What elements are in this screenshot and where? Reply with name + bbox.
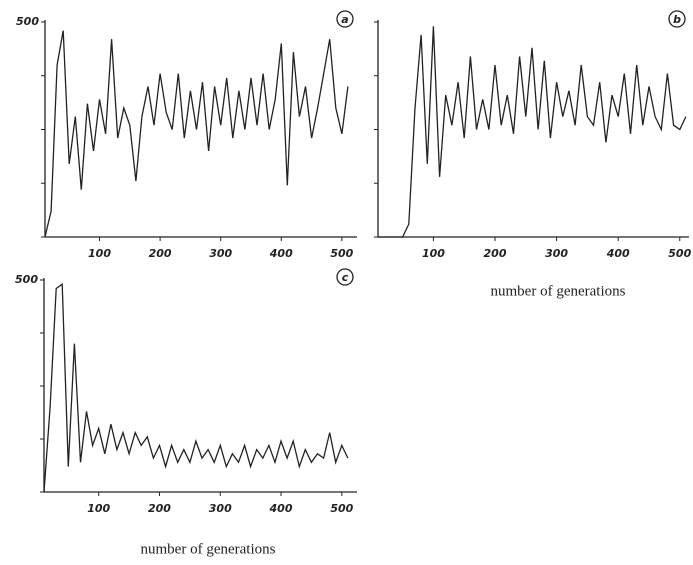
y-tick-label: 500 <box>16 15 39 28</box>
x-tick-label: 400 <box>269 502 293 515</box>
y-tick-label: 500 <box>15 273 38 286</box>
x-axis-label: number of generations <box>141 541 276 557</box>
x-tick-label: 400 <box>269 247 293 260</box>
panel-label: b <box>673 13 681 26</box>
x-tick-label: 100 <box>88 247 111 260</box>
x-tick-label: 200 <box>148 502 171 515</box>
x-tick-label: 500 <box>330 502 353 515</box>
x-tick-label: 300 <box>545 247 568 260</box>
x-tick-label: 500 <box>668 247 691 260</box>
x-tick-label: 200 <box>149 247 172 260</box>
x-tick-label: 500 <box>330 247 353 260</box>
x-axis-label: number of generations <box>491 283 626 299</box>
x-tick-label: 300 <box>209 247 232 260</box>
x-tick-label: 100 <box>422 247 445 260</box>
data-line <box>378 26 687 238</box>
panel-label: a <box>341 13 348 26</box>
panel-label: c <box>342 271 349 284</box>
panel-label-circle <box>668 10 686 28</box>
x-tick-label: 300 <box>209 502 232 515</box>
panel-label-circle <box>336 10 354 28</box>
x-tick-label: 200 <box>484 247 507 260</box>
x-tick-label: 400 <box>606 247 630 260</box>
data-line <box>44 30 349 238</box>
data-line <box>43 282 349 493</box>
x-tick-label: 100 <box>87 502 110 515</box>
panel-label-circle <box>336 268 354 286</box>
